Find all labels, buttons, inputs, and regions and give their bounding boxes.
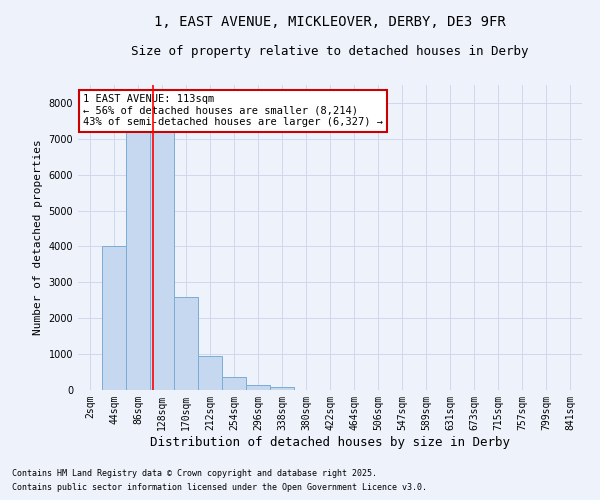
- Bar: [102, 246, 126, 390]
- X-axis label: Distribution of detached houses by size in Derby: Distribution of detached houses by size …: [150, 436, 510, 448]
- Text: Contains public sector information licensed under the Open Government Licence v3: Contains public sector information licen…: [12, 484, 427, 492]
- Text: Size of property relative to detached houses in Derby: Size of property relative to detached ho…: [131, 45, 529, 58]
- Bar: [126, 124, 150, 390]
- Bar: [270, 387, 294, 390]
- Y-axis label: Number of detached properties: Number of detached properties: [33, 140, 43, 336]
- Text: Contains HM Land Registry data © Crown copyright and database right 2025.: Contains HM Land Registry data © Crown c…: [12, 468, 377, 477]
- Text: 1, EAST AVENUE, MICKLEOVER, DERBY, DE3 9FR: 1, EAST AVENUE, MICKLEOVER, DERBY, DE3 9…: [154, 15, 506, 29]
- Bar: [198, 356, 222, 390]
- Text: 1 EAST AVENUE: 113sqm
← 56% of detached houses are smaller (8,214)
43% of semi-d: 1 EAST AVENUE: 113sqm ← 56% of detached …: [83, 94, 383, 128]
- Bar: [174, 296, 198, 390]
- Bar: [150, 126, 174, 390]
- Bar: [222, 376, 246, 390]
- Bar: [246, 386, 270, 390]
